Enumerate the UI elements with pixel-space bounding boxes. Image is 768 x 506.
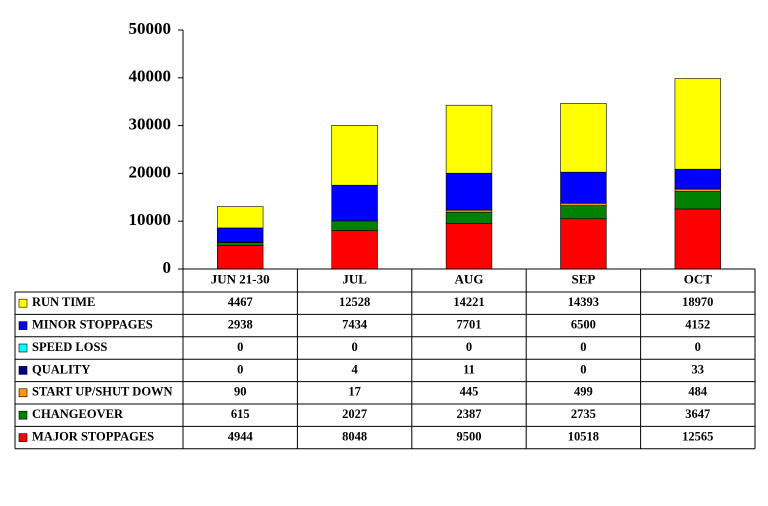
bar-segment [560,103,607,173]
table-value: 14393 [568,295,599,309]
legend-label: CHANGEOVER [32,407,124,421]
table-value: 0 [580,340,586,354]
legend-key [18,388,28,398]
table-value: 12528 [339,295,370,309]
table-value: 445 [460,385,479,399]
table-value: 33 [692,362,705,376]
y-tick-label: 30000 [129,115,172,134]
legend-key [18,410,28,420]
legend-label: MINOR STOPPAGES [32,317,153,331]
x-tick-label: JUN 21-30 [211,271,270,286]
table-value: 484 [688,385,708,399]
legend-key [18,366,28,375]
table-value: 0 [695,340,701,354]
table-value: 17 [348,385,361,399]
x-tick-label: OCT [684,271,713,286]
table-value: 4 [351,362,358,376]
bar-segment [331,184,378,222]
bar-segment [560,171,607,204]
table-value: 0 [237,362,243,376]
legend-key [18,433,28,442]
table-value: 4152 [685,317,710,331]
y-tick-label: 40000 [129,67,172,86]
legend-label: START UP/SHUT DOWN [32,385,173,399]
bar-segment [445,209,493,213]
table-value: 3647 [685,407,710,421]
table-value: 0 [237,340,243,354]
bar-segment [674,188,721,192]
bar-segment [217,245,264,270]
table-value: 9500 [457,429,482,443]
bar-segment [674,78,721,170]
table-value: 11 [463,362,475,376]
bar-segment [331,125,378,186]
bar-segment [674,191,721,210]
table-value: 2735 [571,407,596,421]
table-value: 4944 [228,429,254,443]
x-tick-label: AUG [455,271,484,286]
y-tick-label: 0 [163,258,172,277]
table-value: 499 [574,385,593,399]
table-value: 0 [580,362,586,376]
table-value: 0 [351,340,357,354]
table-value: 12565 [682,429,713,443]
x-tick-label: JUL [342,271,367,286]
bar-segment [445,211,493,224]
bar-segment [560,218,607,270]
table-value: 2027 [342,407,367,421]
table-value: 18970 [682,295,713,309]
bar-segment [445,172,493,211]
bar-segment [674,168,721,190]
y-tick-label: 50000 [129,19,172,38]
x-tick-label: SEP [571,271,595,286]
bar-segment [674,208,721,270]
bar-segment [217,227,264,243]
table-value: 90 [234,385,247,399]
bar-segment [331,230,378,270]
bar-segment [560,202,607,206]
y-tick-label: 10000 [129,210,172,229]
y-tick-label: 20000 [129,162,172,181]
bar-segment [560,205,607,220]
table-value: 10518 [568,429,599,443]
table-value: 2938 [228,317,253,331]
table-value: 2387 [457,407,482,421]
table-value: 6500 [571,317,596,331]
legend-label: SPEED LOSS [32,340,107,354]
bar-segment [217,206,264,229]
legend-key [18,298,28,308]
table-value: 4467 [228,295,253,309]
legend-label: QUALITY [32,362,90,376]
legend-label: RUN TIME [32,295,95,309]
table-value: 8048 [342,429,367,443]
table-value: 615 [231,407,250,421]
bar-segment [445,223,493,270]
bar-segment [217,242,264,246]
table-value: 7701 [457,317,482,331]
legend-label: MAJOR STOPPAGES [32,429,154,443]
bar-segment [331,220,378,231]
bar-segment [445,104,493,174]
table-value: 0 [466,340,472,354]
legend-key [18,321,28,330]
table-value: 14221 [453,295,484,309]
table-value: 7434 [342,317,368,331]
legend-key [18,343,28,353]
